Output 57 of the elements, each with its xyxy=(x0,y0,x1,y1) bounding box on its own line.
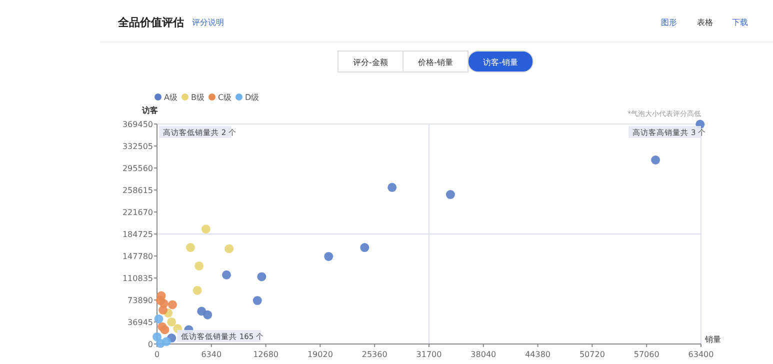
y-tick-label: 369450 xyxy=(122,120,153,129)
y-tick-label: 110835 xyxy=(122,274,153,283)
legend-label: B级 xyxy=(191,93,204,102)
point xyxy=(203,310,212,320)
y-tick-label: 73890 xyxy=(128,296,153,305)
legend-label: A级 xyxy=(164,93,178,102)
point xyxy=(194,261,204,270)
text: 表格 xyxy=(697,18,713,27)
point xyxy=(186,243,195,252)
point xyxy=(201,224,210,234)
point xyxy=(446,190,455,200)
x-tick-label: 25360 xyxy=(362,350,388,359)
x-tick-label: 38040 xyxy=(470,350,496,359)
point xyxy=(388,182,397,192)
point xyxy=(154,314,164,324)
x-tick-label: 63400 xyxy=(688,350,714,359)
point xyxy=(257,272,266,282)
point xyxy=(167,317,176,326)
point xyxy=(192,286,202,295)
point xyxy=(152,332,162,342)
point xyxy=(156,338,165,348)
point xyxy=(360,243,370,252)
point xyxy=(252,296,262,306)
text: 下载 xyxy=(732,18,748,27)
legend-label: D级 xyxy=(245,93,260,102)
x-tick-label: 31700 xyxy=(416,350,442,359)
text: 价格-销量 xyxy=(417,58,453,67)
text: 评分说明 xyxy=(192,18,224,27)
x-tick-label: 44380 xyxy=(525,350,551,359)
y-axis-title: 访客 xyxy=(141,105,158,115)
y-tick-label: 36945 xyxy=(128,318,153,327)
x-tick-label: 19020 xyxy=(307,350,333,359)
y-tick-label: 147780 xyxy=(122,252,153,261)
text: 评分-金额 xyxy=(353,58,388,67)
y-tick-label: 184725 xyxy=(122,230,153,239)
text: 图形 xyxy=(661,18,677,27)
point xyxy=(224,244,234,254)
point xyxy=(160,325,170,334)
y-tick-label: 332505 xyxy=(122,142,153,151)
x-tick-label: 50720 xyxy=(579,350,605,359)
x-axis-title: 销量 xyxy=(704,335,721,344)
point xyxy=(324,252,334,261)
x-tick-label: 57060 xyxy=(634,350,660,359)
point xyxy=(158,306,168,315)
y-tick-label: 0 xyxy=(148,340,153,349)
x-tick-label: 0 xyxy=(154,350,160,359)
y-tick-label: 221670 xyxy=(122,208,153,217)
point xyxy=(168,300,177,310)
text: 访客-销量 xyxy=(483,58,518,67)
y-tick-label: 295560 xyxy=(122,164,153,173)
point xyxy=(651,155,660,164)
x-tick-label: 6340 xyxy=(201,350,222,359)
y-tick-label: 258615 xyxy=(122,186,153,195)
point xyxy=(222,270,231,280)
x-tick-label: 12680 xyxy=(253,350,279,359)
chart-title: 全品价值评估 xyxy=(117,16,184,29)
legend-label: C级 xyxy=(218,93,232,102)
